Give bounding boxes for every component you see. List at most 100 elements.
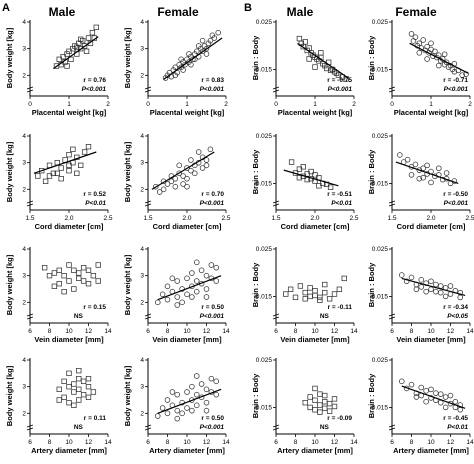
regression-line [409,42,469,74]
data-point [184,175,190,182]
data-point [189,407,195,414]
y-tick-label: 0.015 [256,293,273,300]
y-tick-label: 0.025 [256,357,273,364]
annotation-r: r = -0.75 [327,77,352,84]
data-point [300,164,306,170]
axis-break [272,313,280,317]
data-point [189,294,195,300]
axis-break [26,200,34,204]
x-tick-label: 10 [183,439,191,446]
x-tick-label: 1.5 [387,215,396,222]
y-tick-label: 2 [140,72,144,79]
data-point [164,181,171,187]
y-axis-label: Brain : Body [367,262,376,307]
data-point [312,64,318,70]
column-title-male-b: Male [287,5,314,19]
data-point [153,183,159,190]
y-tick-label: 4 [140,19,144,26]
data-point [428,395,434,401]
data-point [176,162,182,169]
x-tick-label: 12 [85,328,93,335]
y-tick-label: 0.025 [372,19,389,26]
data-point [203,286,210,292]
data-point [322,399,328,405]
data-point [184,291,190,298]
x-tick-label: 12 [203,328,211,335]
x-tick-label: 0 [146,101,150,108]
x-axis-label: Cord diameter [cm] [281,222,350,231]
data-point [169,275,176,282]
x-tick-label: 6 [390,439,394,446]
regression-line [283,169,339,187]
data-point [437,283,444,289]
data-point [209,32,216,39]
y-tick-label: 0.015 [372,180,389,187]
x-tick-label: 12 [203,439,211,446]
data-point [437,391,444,397]
data-point [203,45,210,52]
data-point [420,165,426,172]
data-point [203,399,210,406]
regression-line [401,277,466,297]
data-point [297,283,304,289]
y-tick-label: 2 [22,410,26,417]
x-tick-label: 8 [166,328,170,335]
axis-break [144,313,152,317]
data-point [296,35,303,42]
regression-line [297,42,349,79]
data-point [306,56,312,62]
annotation-r: r = 0.70 [201,191,224,198]
axis-break [144,200,152,204]
data-point [71,402,77,409]
data-point [403,278,410,285]
data-point [428,278,434,285]
data-point [188,61,194,68]
data-point [307,293,313,300]
data-point [326,408,333,414]
axis-break [272,200,280,204]
data-point [416,50,423,56]
data-point [89,29,96,36]
data-point [443,59,450,66]
annotation-p: P<0.001 [200,200,225,207]
data-point [198,381,205,387]
y-tick-label: 0.015 [256,180,273,187]
data-point [207,37,214,44]
data-point [172,175,179,182]
data-point [302,399,308,406]
regression-line [53,36,99,70]
x-axis-label: Cord diameter [cm] [397,222,466,231]
y-tick-label: 0.025 [372,246,389,253]
data-point [317,297,323,303]
annotation-p: P<0.001 [200,424,225,431]
data-point [58,175,64,182]
axis-break [144,89,152,93]
data-point [398,378,405,385]
data-point [172,64,179,71]
data-point [85,375,92,382]
data-point [442,404,449,411]
data-point [327,184,334,190]
x-tick-label: 1.5 [143,215,152,222]
y-tick-label: 3 [140,46,144,53]
x-axis-label: Artery diameter [mm] [31,446,107,455]
data-point [307,394,313,400]
x-tick-label: 2 [352,101,356,108]
data-point [408,274,415,281]
data-point [42,178,49,185]
x-axis-label: Artery diameter [mm] [277,446,353,455]
axis-break [144,424,152,428]
x-tick-label: 14 [104,328,112,335]
y-tick-label: 3 [22,160,26,167]
annotation-p: P<0.001 [200,86,225,93]
x-tick-label: 8 [294,439,298,446]
y-axis-label: Body weight [kg] [5,254,14,315]
y-axis-label: Brain : Body [367,149,376,194]
x-tick-label: 6 [274,439,278,446]
x-axis-label: Vein diameter [mm] [152,335,222,344]
data-point [56,386,62,393]
data-point [71,381,77,387]
data-point [81,149,88,155]
data-point [76,386,82,393]
